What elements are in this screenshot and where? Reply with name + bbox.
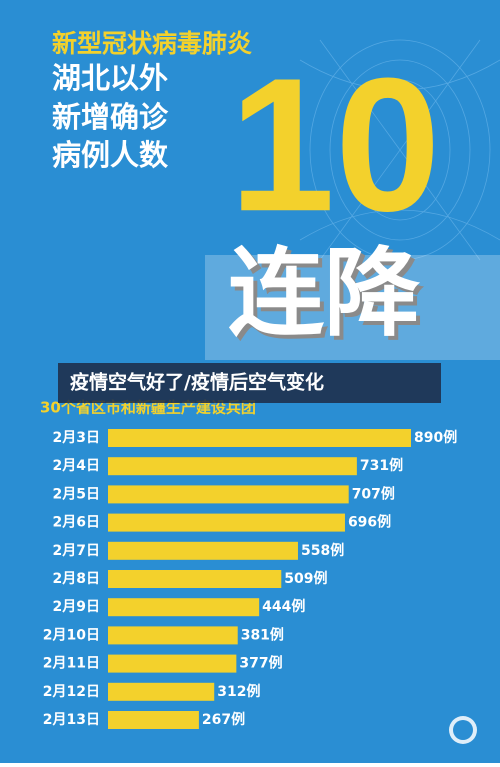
value-label: 377例 (239, 655, 282, 672)
value-label: 558例 (301, 542, 344, 559)
bar (108, 513, 345, 532)
logo (449, 716, 477, 744)
category-label: 2月12日 (43, 684, 100, 700)
bar (108, 541, 298, 560)
bar (108, 626, 238, 645)
title-line: 新型冠状病毒肺炎 (52, 29, 252, 58)
value-label: 696例 (348, 514, 391, 531)
category-label: 2月9日 (53, 599, 100, 615)
bar (108, 711, 199, 729)
bar-chart: 2月3日 890例 2月4日 731例 2月5日 707例 2月6日 696例 2月7日 558例… (43, 429, 457, 729)
value-label: 444例 (262, 598, 305, 615)
category-label: 2月6日 (53, 515, 100, 531)
value-label: 312例 (217, 683, 260, 700)
value-label: 267例 (202, 711, 245, 728)
headline-text: 连降 (228, 237, 421, 349)
category-label: 2月13日 (43, 712, 100, 728)
bar (108, 654, 237, 673)
category-label: 2月3日 (53, 430, 100, 446)
value-label: 890例 (414, 429, 457, 446)
value-label: 381例 (241, 626, 284, 643)
headline-number: 10 (229, 39, 440, 251)
bar (108, 570, 282, 588)
banner-bg (58, 363, 441, 403)
bar (108, 598, 260, 617)
title-line: 湖北以外 (52, 61, 168, 95)
category-label: 2月11日 (43, 656, 100, 672)
bar (108, 682, 215, 701)
category-label: 2月7日 (53, 543, 100, 559)
headline-shadow: 连降 (232, 241, 425, 353)
bar (108, 429, 411, 447)
category-label: 2月10日 (43, 627, 100, 643)
bar (108, 485, 349, 504)
value-label: 731例 (360, 457, 403, 474)
wireframe-decor (299, 39, 500, 261)
value-label: 509例 (284, 570, 327, 587)
title-line: 病例人数 (52, 138, 169, 172)
value-label: 707例 (352, 485, 395, 502)
category-label: 2月4日 (53, 458, 100, 474)
bar (108, 457, 357, 476)
banner-text: 疫情空气好了/疫情后空气变化 (70, 371, 324, 394)
category-label: 2月5日 (53, 486, 100, 502)
title-line: 新增确诊 (52, 100, 169, 134)
highlight-band (205, 255, 500, 360)
category-label: 2月8日 (53, 571, 100, 587)
